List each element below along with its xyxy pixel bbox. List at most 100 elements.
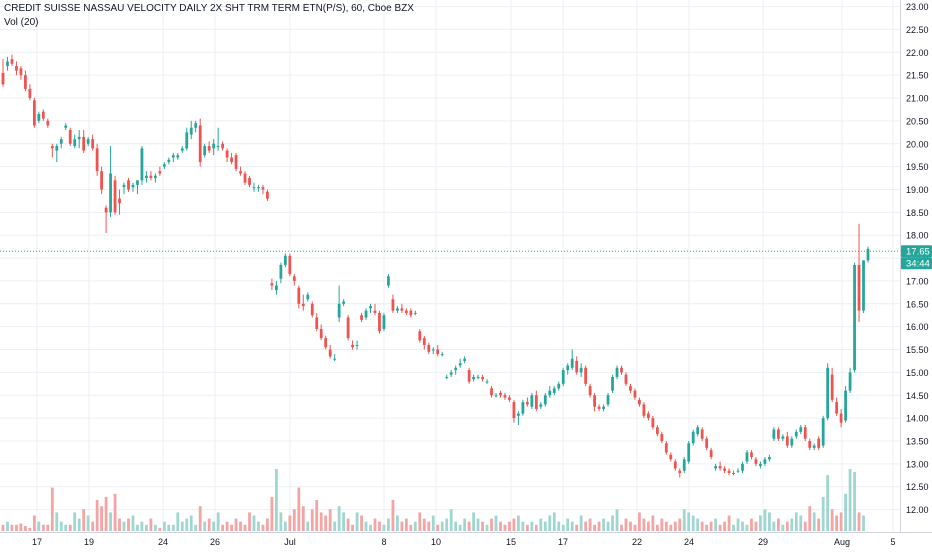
volume-bar [19,523,23,531]
volume-bar [440,521,444,531]
volume-bar [458,524,462,531]
candle-body [283,255,287,265]
volume-bar [799,515,803,531]
volume-bar [651,515,655,531]
candle-body [15,66,18,71]
volume-bar [100,506,103,531]
volume-legend: Vol (20) [4,17,39,28]
volume-bar [369,524,372,531]
volume-bar [539,518,543,531]
candle-body [633,390,637,398]
candle-body [77,136,81,140]
candle-body [243,173,247,183]
volume-bar [835,515,839,531]
candle-body [481,376,484,380]
volume-bar [32,515,36,531]
candle-body [458,363,462,366]
candle-body [275,285,278,291]
candle-body [472,376,475,380]
candle-body [638,399,641,405]
volume-bar [140,521,144,531]
candle-body [10,59,14,64]
volume-bar [131,515,135,531]
candle-body [440,354,444,356]
volume-bar [449,509,453,531]
y-tick-label: 14.50 [906,391,929,401]
candle-body [50,146,54,149]
volume-bar [221,524,225,531]
volume-bar [485,524,489,531]
candle-body [28,88,32,99]
candle-body [732,472,735,474]
volume-bar [64,524,68,531]
volume-bar [808,506,812,531]
candle-body [525,402,529,405]
volume-bar [669,524,673,531]
volume-bar [279,512,283,531]
volume-bar [91,521,95,531]
volume-bar [790,518,794,531]
candle-body [499,392,502,396]
candle-body [203,146,207,156]
candle-body [301,303,305,307]
volume-bar [593,524,596,531]
candle-body [373,310,377,313]
volume-bar [848,469,852,531]
candle-body [248,178,251,185]
volume-bar [624,518,628,531]
candle-body [185,132,189,149]
volume-bar [691,515,695,531]
volume-bar [118,518,121,531]
candle-body [490,388,493,396]
volume-bar [826,475,830,531]
y-tick-label: 18.50 [906,208,929,218]
volume-bar [436,524,440,531]
volume-bar [431,515,435,531]
volume-bar [50,487,54,531]
volume-bar [328,509,332,531]
candle-body [602,406,605,409]
volume-bar [364,521,368,531]
volume-bar [579,515,583,531]
y-tick-label: 13.50 [906,436,929,446]
candle-body [597,406,601,409]
volume-bar [570,521,574,531]
candle-body [709,450,713,457]
candle-body [140,148,144,181]
volume-bar [548,515,552,531]
volume-bar [400,521,404,531]
time-axis[interactable]: 17 19 24 26 Jul 8 10 15 17 22 24 29 Aug 5 [32,537,896,547]
volume-bar [207,518,211,531]
candle-body [378,312,381,332]
volume-bar [584,521,588,531]
candle-body [64,125,68,128]
volume-bar [355,512,359,531]
volume-bar [655,524,659,531]
volume-bar [517,515,520,531]
candle-body [593,395,596,407]
volume-bar [180,521,184,531]
candle-body [6,61,9,67]
candle-body [409,310,413,316]
y-tick-label: 16.00 [906,322,929,332]
volume-bar [763,509,767,531]
candle-body [700,429,704,439]
y-tick-label: 17.00 [906,276,929,286]
volume-bar [727,515,731,531]
candle-body [360,315,363,320]
volume-bar [185,518,189,531]
volume-bar [194,524,198,531]
volume-bar [109,512,112,531]
volume-bar [857,512,861,531]
candle-body [436,349,440,355]
volume-bar [611,515,614,531]
volume-bar [508,521,511,531]
candle-body [651,418,655,428]
volume-bar [1,524,5,531]
volume-bar [588,518,592,531]
candle-body [212,143,216,149]
candle-body [642,404,646,416]
volume-bar [718,524,722,531]
volume-bar [73,512,77,531]
